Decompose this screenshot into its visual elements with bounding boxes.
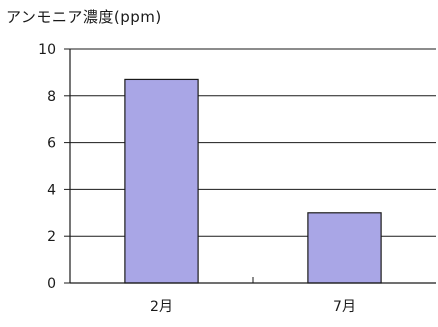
y-tick-label: 8: [47, 89, 56, 105]
chart-title: アンモニア濃度(ppm): [6, 8, 162, 26]
bar: [307, 212, 382, 284]
x-tick-label: 7月: [333, 299, 356, 315]
x-tick-labels: 2月 7月: [150, 299, 356, 315]
y-tick-labels: 0 2 4 6 8 10: [38, 42, 56, 292]
y-tick-label: 4: [47, 182, 56, 198]
x-tick-label: 2月: [150, 299, 173, 315]
y-tick-label: 0: [47, 276, 56, 292]
y-tick-label: 6: [47, 136, 56, 152]
y-tick-label: 10: [38, 42, 56, 58]
bar: [124, 78, 199, 284]
y-tick-label: 2: [47, 229, 56, 245]
axes: [64, 48, 436, 284]
bars: [124, 78, 382, 284]
